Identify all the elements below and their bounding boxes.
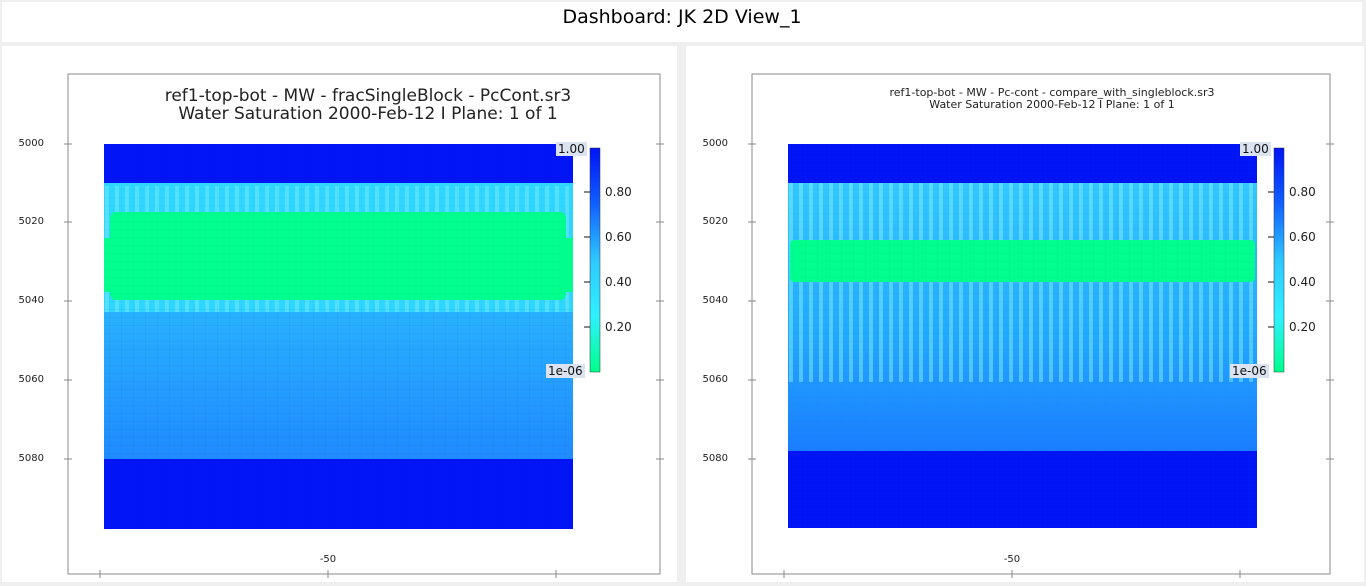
colorbar-tick-label: 0.40	[1289, 275, 1316, 289]
colorbar-max-label: 1.00	[556, 142, 587, 156]
y-tick-label: 5060	[702, 374, 728, 385]
plot-canvas-left[interactable]	[2, 46, 677, 582]
y-tick-label: 5000	[702, 138, 728, 149]
y-ticks	[64, 143, 664, 460]
y-tick-label: 5040	[18, 295, 44, 306]
saturation-grid	[104, 144, 573, 529]
plot-frame	[67, 73, 661, 575]
y-tick-label: 5080	[702, 453, 728, 464]
x-ticks	[783, 570, 1241, 578]
colorbar-max-label: 1.00	[1240, 142, 1271, 156]
x-tick-label: -50	[319, 554, 337, 565]
y-ticks	[748, 143, 1334, 460]
colorbar-min-label: 1e-06	[546, 364, 585, 378]
x-tick-label: -50	[1003, 554, 1021, 565]
colorbar	[584, 147, 601, 373]
y-tick-label: 5040	[702, 295, 728, 306]
view-panel-right[interactable]: ref1-top-bot - MW - Pc-cont - compare_wi…	[686, 46, 1364, 582]
colorbar-tick-label: 0.80	[1289, 185, 1316, 199]
plot-title-line1: ref1-top-bot - MW - Pc-cont - compare_wi…	[889, 86, 1215, 99]
colorbar-tick-label: 0.60	[1289, 230, 1316, 244]
plot-title-line1: ref1-top-bot - MW - fracSingleBlock - Pc…	[164, 86, 572, 106]
plot-frame	[751, 73, 1331, 575]
dashboard-title: Dashboard: JK 2D View_1	[562, 6, 802, 28]
view-panel-left[interactable]: ref1-top-bot - MW - fracSingleBlock - Pc…	[2, 46, 677, 582]
y-tick-label: 5020	[702, 216, 728, 227]
colorbar-tick-label: 0.20	[1289, 320, 1316, 334]
plot-canvas-right[interactable]	[686, 46, 1364, 582]
colorbar-tick-label: 0.20	[605, 320, 632, 334]
dashboard-title-bar: Dashboard: JK 2D View_1	[2, 2, 1362, 42]
plot-title-line2: Water Saturation 2000-Feb-12 I Plane: 1 …	[929, 98, 1175, 111]
colorbar-tick-label: 0.60	[605, 230, 632, 244]
x-ticks	[99, 570, 557, 578]
plot-title-line2: Water Saturation 2000-Feb-12 I Plane: 1 …	[178, 104, 558, 124]
y-tick-label: 5020	[18, 216, 44, 227]
y-tick-label: 5000	[18, 138, 44, 149]
y-tick-label: 5060	[18, 374, 44, 385]
saturation-grid	[788, 144, 1257, 528]
colorbar-tick-label: 0.80	[605, 185, 632, 199]
colorbar-min-label: 1e-06	[1230, 364, 1269, 378]
colorbar-tick-label: 0.40	[605, 275, 632, 289]
y-tick-label: 5080	[18, 453, 44, 464]
colorbar	[1268, 147, 1285, 373]
